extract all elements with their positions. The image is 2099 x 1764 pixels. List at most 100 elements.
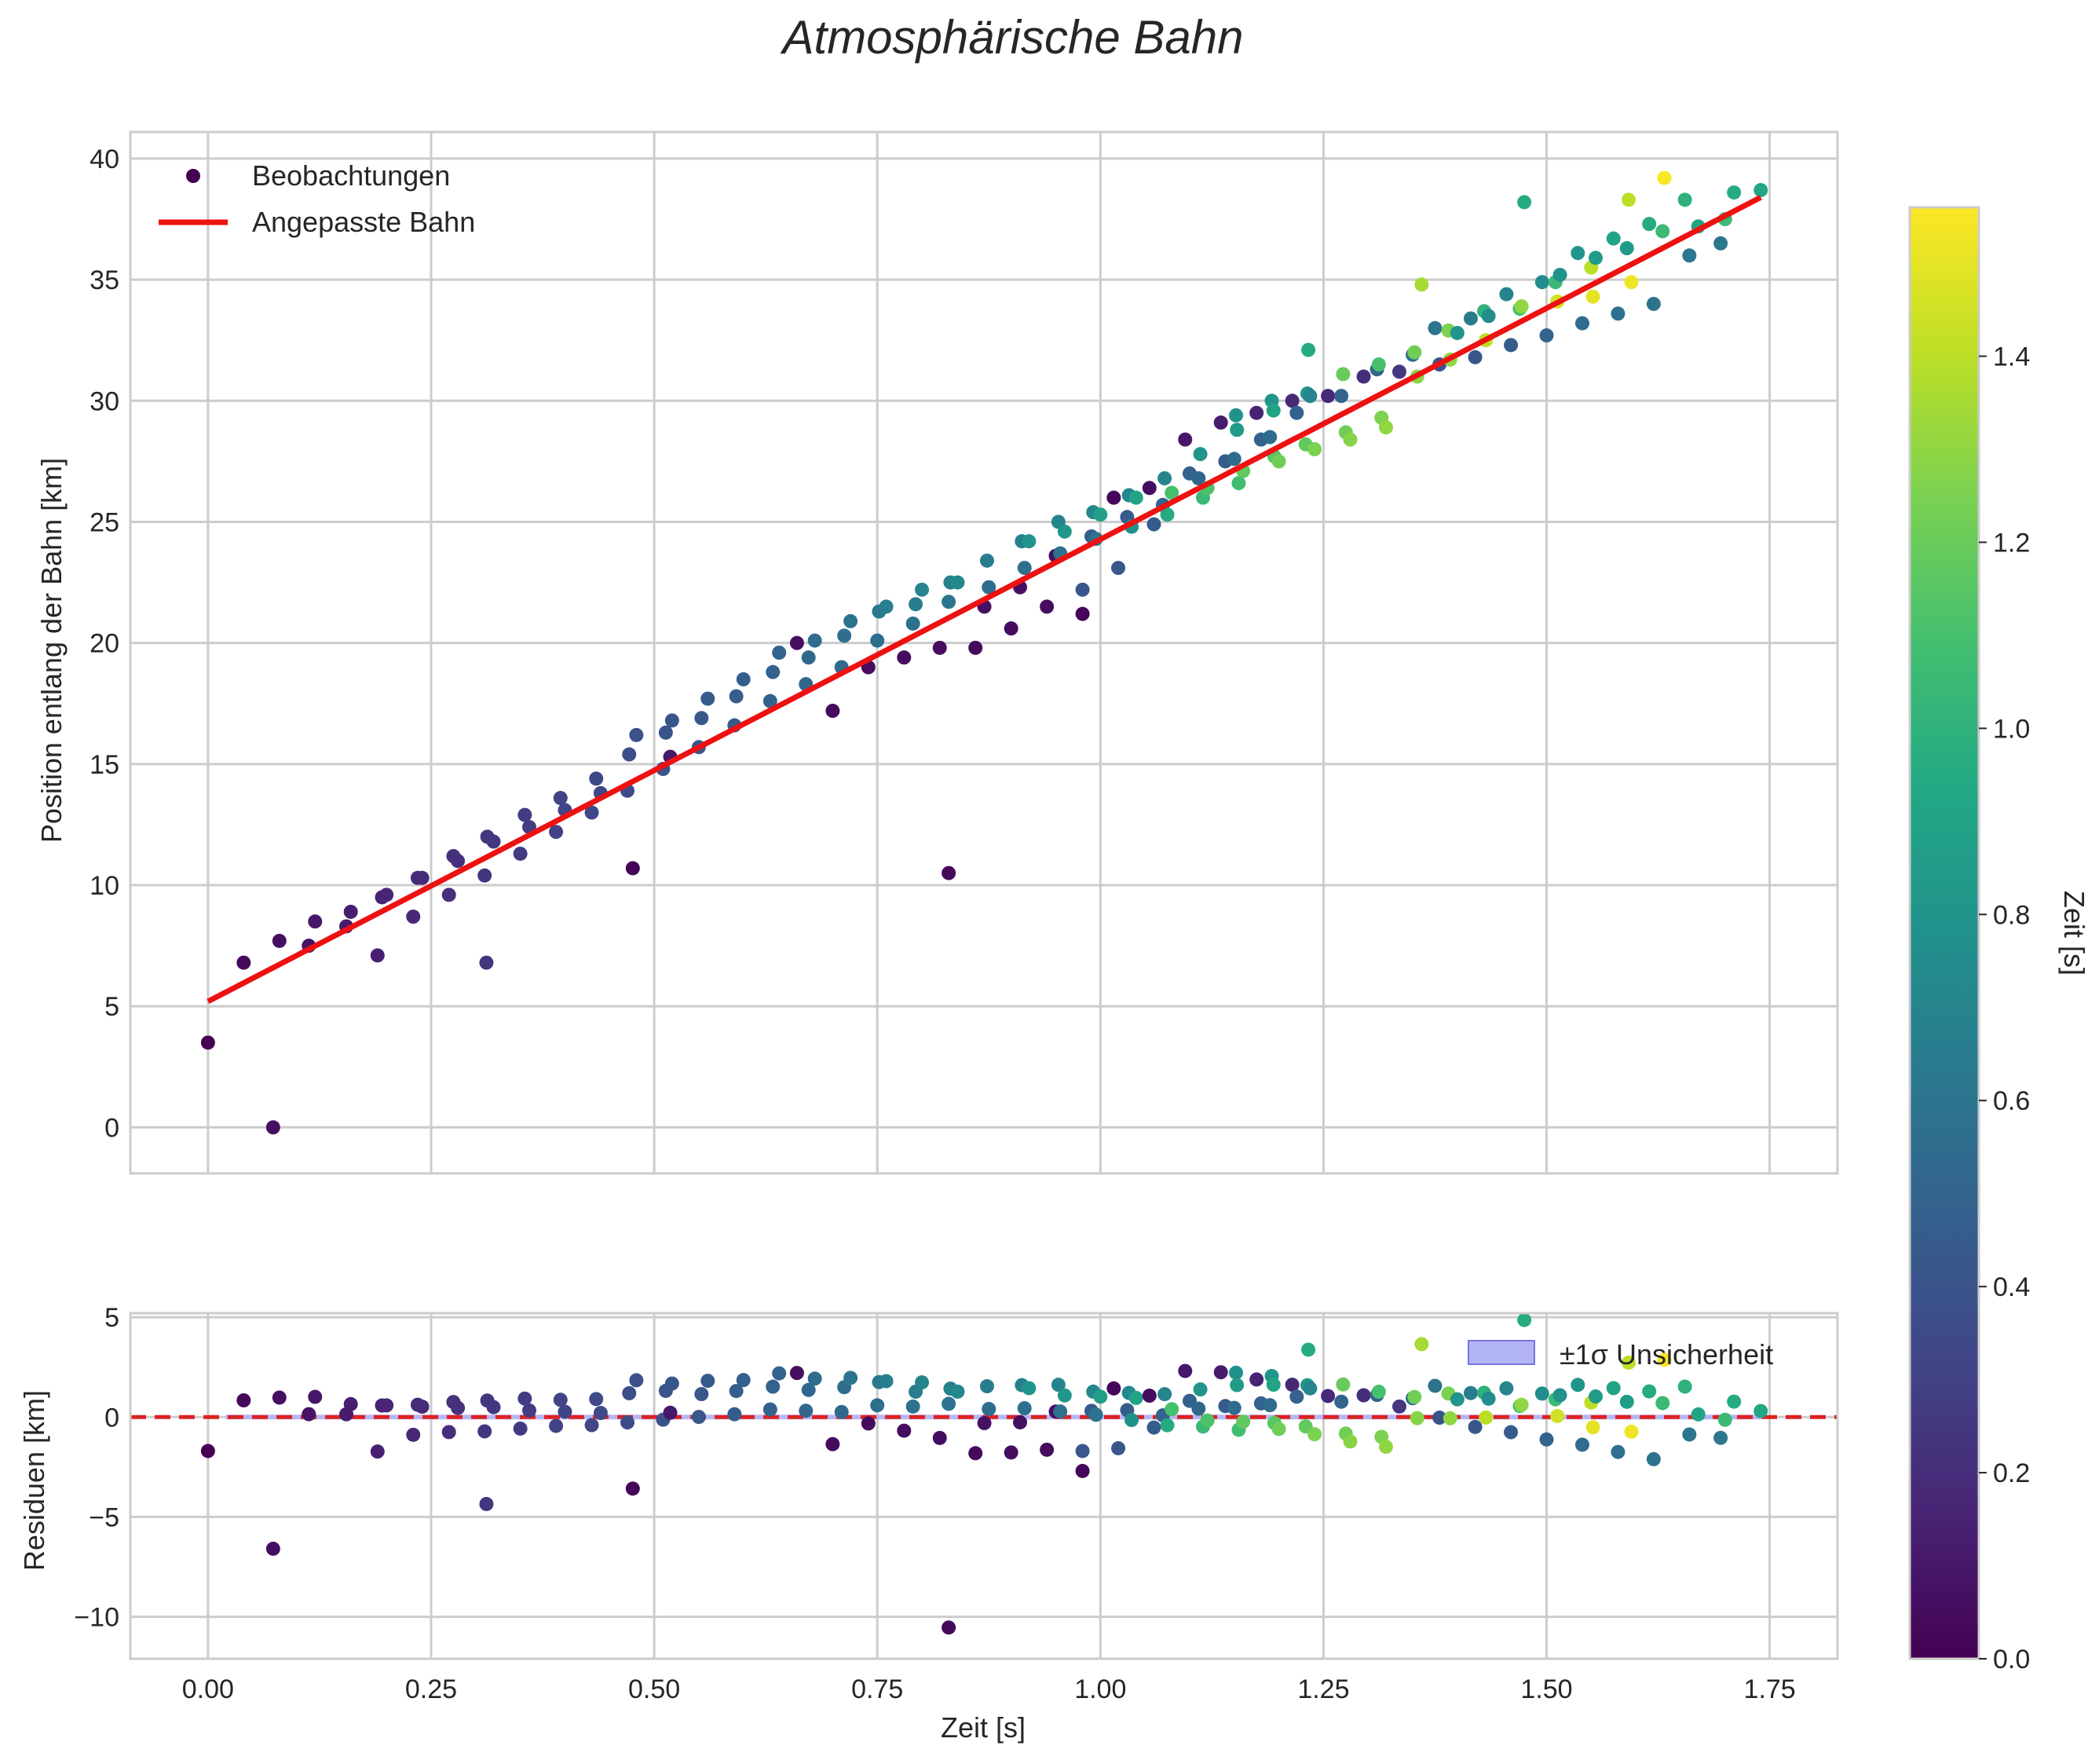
observation-point xyxy=(1514,299,1529,314)
residual-point xyxy=(1499,1381,1514,1396)
observation-point xyxy=(1146,517,1161,532)
observation-point xyxy=(379,887,394,902)
observation-point xyxy=(694,711,709,726)
residual-point xyxy=(1691,1407,1706,1422)
residual-point xyxy=(549,1418,564,1433)
residual-point xyxy=(1727,1394,1742,1409)
top-y-tick-label: 25 xyxy=(90,507,119,537)
residual-point xyxy=(1004,1445,1018,1460)
observation-point xyxy=(1552,267,1567,282)
residual-point xyxy=(589,1392,604,1407)
observation-point xyxy=(441,887,456,902)
residual-point xyxy=(1013,1414,1028,1429)
colorbar-tick-label: 0.8 xyxy=(1993,900,2030,930)
residual-point xyxy=(477,1424,492,1439)
residual-point xyxy=(1334,1394,1349,1409)
residual-point xyxy=(1642,1384,1657,1399)
residual-point xyxy=(236,1393,251,1407)
observation-point xyxy=(979,553,994,568)
observation-point xyxy=(1606,231,1621,246)
residual-point xyxy=(1550,1408,1565,1423)
residual-point xyxy=(1111,1440,1126,1455)
observation-point xyxy=(789,635,804,650)
residual-point xyxy=(1606,1381,1621,1396)
residual-point xyxy=(1717,1412,1732,1427)
observation-point xyxy=(1289,405,1304,420)
residual-point xyxy=(308,1389,323,1404)
observation-point xyxy=(1336,367,1351,382)
observation-point xyxy=(1075,606,1090,621)
observation-point xyxy=(1642,217,1657,232)
observation-point xyxy=(950,575,965,590)
observation-point xyxy=(272,933,287,948)
top-y-tick-label: 30 xyxy=(90,386,119,416)
residual-point xyxy=(1589,1389,1604,1404)
residual-point xyxy=(584,1418,599,1433)
top-gridlines xyxy=(130,132,1838,1173)
x-tick-labels: 0.00 0.25 0.50 0.75 1.00 1.25 1.50 1.75 xyxy=(182,1674,1796,1704)
observation-point xyxy=(879,599,894,614)
residual-point xyxy=(1753,1404,1768,1418)
observation-point xyxy=(905,616,920,631)
observation-point xyxy=(1571,246,1585,261)
observation-point xyxy=(762,694,777,708)
observation-point xyxy=(968,640,983,655)
observation-point xyxy=(1378,420,1393,435)
residual-point xyxy=(1646,1451,1661,1466)
residual-point xyxy=(762,1402,777,1417)
observation-point xyxy=(200,1035,215,1050)
residual-point xyxy=(200,1444,215,1458)
x-tick-label: 1.00 xyxy=(1074,1674,1126,1704)
residual-point xyxy=(1088,1407,1103,1422)
legend-marker-observations xyxy=(186,169,200,183)
residual-point xyxy=(1057,1388,1072,1403)
observation-point xyxy=(1301,342,1316,357)
residual-point xyxy=(1539,1432,1554,1447)
top-y-tick-label: 10 xyxy=(90,871,119,901)
residual-point xyxy=(1146,1420,1161,1435)
observation-point xyxy=(1481,309,1496,324)
observation-point xyxy=(1407,345,1422,360)
observation-point xyxy=(1231,476,1246,491)
residual-point xyxy=(620,1415,634,1430)
observation-point xyxy=(1193,447,1208,462)
residual-point xyxy=(1160,1418,1175,1433)
colorbar-tick-label: 0.0 xyxy=(1993,1645,2030,1674)
residuals-panel: −10 −5 0 5 0.00 0.25 0.50 0.75 1.00 1.25 1.50 1.75… xyxy=(18,1303,1839,1744)
chart-title: Atmosphärische Bahn xyxy=(781,11,1244,64)
observation-point xyxy=(1057,524,1072,539)
residual-point xyxy=(691,1410,706,1425)
residual-point xyxy=(766,1379,781,1394)
observation-point xyxy=(1713,236,1728,251)
residual-point xyxy=(1571,1378,1585,1393)
observation-point xyxy=(1271,454,1286,469)
observation-point xyxy=(629,727,644,742)
residual-point xyxy=(1336,1377,1351,1392)
residual-point xyxy=(1504,1425,1519,1440)
top-y-tick-label: 35 xyxy=(90,265,119,295)
residual-point xyxy=(664,1376,679,1391)
residual-point xyxy=(977,1415,992,1430)
residual-point xyxy=(1463,1385,1478,1400)
observation-point xyxy=(477,868,492,883)
observation-point xyxy=(553,791,568,806)
residual-point xyxy=(801,1382,816,1397)
observation-point xyxy=(1624,275,1639,290)
bottom-y-axis-label: Residuen [km] xyxy=(18,1390,50,1571)
observation-point xyxy=(1106,490,1121,505)
residual-point xyxy=(1213,1365,1228,1380)
residual-point xyxy=(772,1366,787,1381)
residual-point xyxy=(700,1374,715,1389)
observation-point xyxy=(1157,470,1172,485)
observation-point xyxy=(479,955,494,970)
residual-point xyxy=(1378,1440,1393,1455)
bottom-axes-frame xyxy=(129,1312,1839,1660)
residual-point xyxy=(1517,1312,1532,1327)
observation-point xyxy=(589,771,604,786)
observation-point xyxy=(415,870,430,885)
residual-point xyxy=(1432,1411,1447,1425)
observation-point xyxy=(549,825,564,840)
x-tick-label: 0.75 xyxy=(851,1674,903,1704)
residual-point xyxy=(729,1384,744,1399)
observation-point xyxy=(1504,338,1519,353)
